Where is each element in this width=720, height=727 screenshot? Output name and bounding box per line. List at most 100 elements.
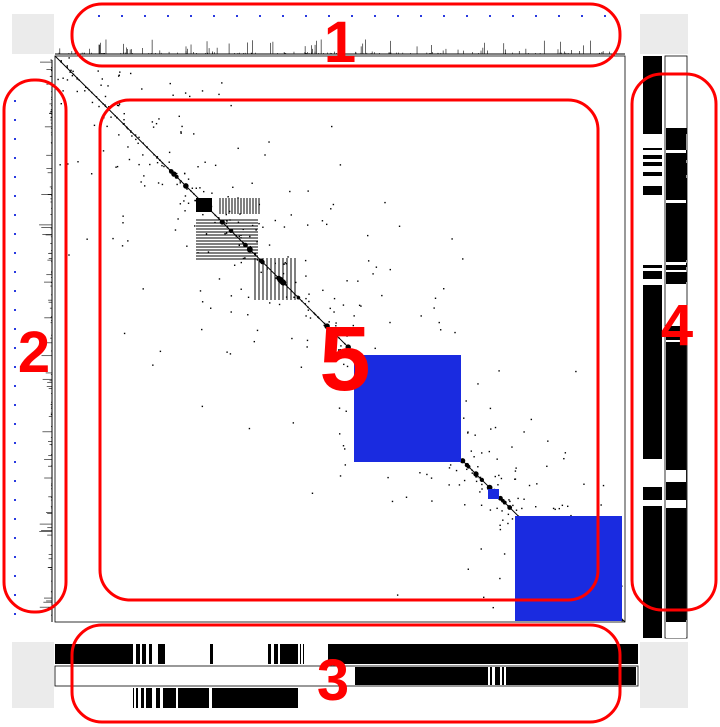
matrix-point	[157, 182, 160, 184]
diagonal-point	[183, 183, 189, 189]
matrix-point	[140, 181, 142, 183]
matrix-point	[112, 237, 114, 240]
matrix-point	[199, 290, 202, 292]
matrix-point	[66, 65, 68, 67]
matrix-point	[345, 410, 347, 412]
matrix-point	[72, 73, 75, 76]
highlight-block-large	[354, 355, 461, 462]
matrix-point	[229, 353, 232, 355]
matrix-point	[201, 301, 204, 303]
matrix-point	[463, 479, 466, 482]
matrix-point	[511, 446, 513, 448]
matrix-point	[494, 475, 496, 478]
matrix-point	[431, 500, 433, 502]
bottom-track-2	[54, 665, 639, 687]
right-track-gap	[666, 622, 686, 638]
matrix-point	[141, 88, 143, 90]
matrix-point	[333, 311, 335, 313]
matrix-point	[464, 504, 466, 506]
matrix-point	[494, 426, 497, 429]
matrix-point	[155, 122, 158, 125]
left-dot	[14, 119, 16, 121]
matrix-point	[344, 464, 347, 466]
matrix-point	[126, 127, 128, 129]
matrix-point	[264, 154, 266, 156]
matrix-point	[91, 91, 93, 94]
matrix-point	[70, 69, 72, 72]
matrix-point	[283, 226, 286, 228]
matrix-point	[159, 159, 161, 161]
matrix-point	[282, 272, 285, 275]
matrix-point	[249, 235, 251, 238]
matrix-point	[57, 78, 59, 81]
matrix-point	[146, 146, 148, 148]
matrix-point	[224, 232, 226, 235]
matrix-point	[225, 222, 228, 225]
matrix-point	[242, 257, 245, 260]
matrix-point	[201, 328, 203, 331]
matrix-point	[570, 514, 572, 517]
left-dot	[14, 252, 16, 254]
matrix-point	[498, 474, 500, 477]
left-dot	[14, 233, 16, 235]
highlight-block-corner	[515, 516, 622, 621]
matrix-point	[515, 467, 517, 469]
matrix-point	[181, 125, 183, 128]
matrix-point	[122, 215, 124, 217]
matrix-point	[563, 457, 565, 460]
matrix-point	[602, 484, 605, 487]
matrix-point	[232, 186, 234, 189]
matrix-point	[575, 370, 577, 373]
matrix-point	[91, 101, 94, 104]
matrix-point	[119, 71, 121, 73]
matrix-point	[184, 210, 186, 212]
matrix-point	[118, 104, 120, 107]
right-track-segment	[686, 263, 687, 267]
matrix-point	[474, 434, 476, 436]
matrix-point	[189, 95, 191, 98]
matrix-point	[214, 164, 217, 167]
matrix-point	[499, 524, 501, 526]
left-dot	[14, 442, 16, 444]
matrix-point	[489, 407, 492, 410]
top-histogram-dots	[98, 15, 606, 17]
matrix-point	[123, 332, 126, 335]
matrix-point	[195, 187, 197, 189]
matrix-point	[314, 314, 317, 316]
matrix-point	[311, 492, 314, 494]
matrix-point	[511, 518, 514, 520]
matrix-point	[342, 445, 345, 447]
matrix-point	[345, 352, 348, 354]
matrix-point	[558, 507, 561, 510]
matrix-point	[323, 322, 326, 325]
matrix-point	[327, 333, 329, 336]
matrix-point	[381, 294, 383, 297]
matrix-point	[398, 225, 401, 227]
matrix-point	[201, 405, 204, 408]
matrix-point	[153, 154, 155, 156]
matrix-point	[500, 477, 503, 480]
left-dot	[14, 214, 16, 216]
matrix-frame	[54, 55, 626, 623]
matrix-point	[116, 104, 119, 107]
matrix-point	[190, 190, 192, 192]
matrix-point	[367, 234, 369, 237]
right-track-segment	[686, 163, 687, 175]
right-track-gap	[666, 150, 686, 153]
hatched-block-b	[196, 219, 258, 260]
matrix-point	[313, 312, 315, 314]
matrix-point	[278, 303, 281, 306]
matrix-point	[405, 496, 408, 498]
matrix-point	[301, 300, 303, 302]
bottom-track-3	[133, 688, 298, 708]
matrix-point	[179, 182, 182, 184]
matrix-point	[471, 472, 473, 474]
matrix-point	[260, 271, 262, 274]
matrix-point	[443, 288, 445, 290]
right-track-gap	[666, 340, 686, 342]
right-track-gap	[666, 200, 686, 203]
matrix-point	[343, 363, 345, 366]
matrix-point	[330, 208, 332, 210]
matrix-point	[338, 337, 341, 339]
matrix-point	[291, 337, 293, 340]
